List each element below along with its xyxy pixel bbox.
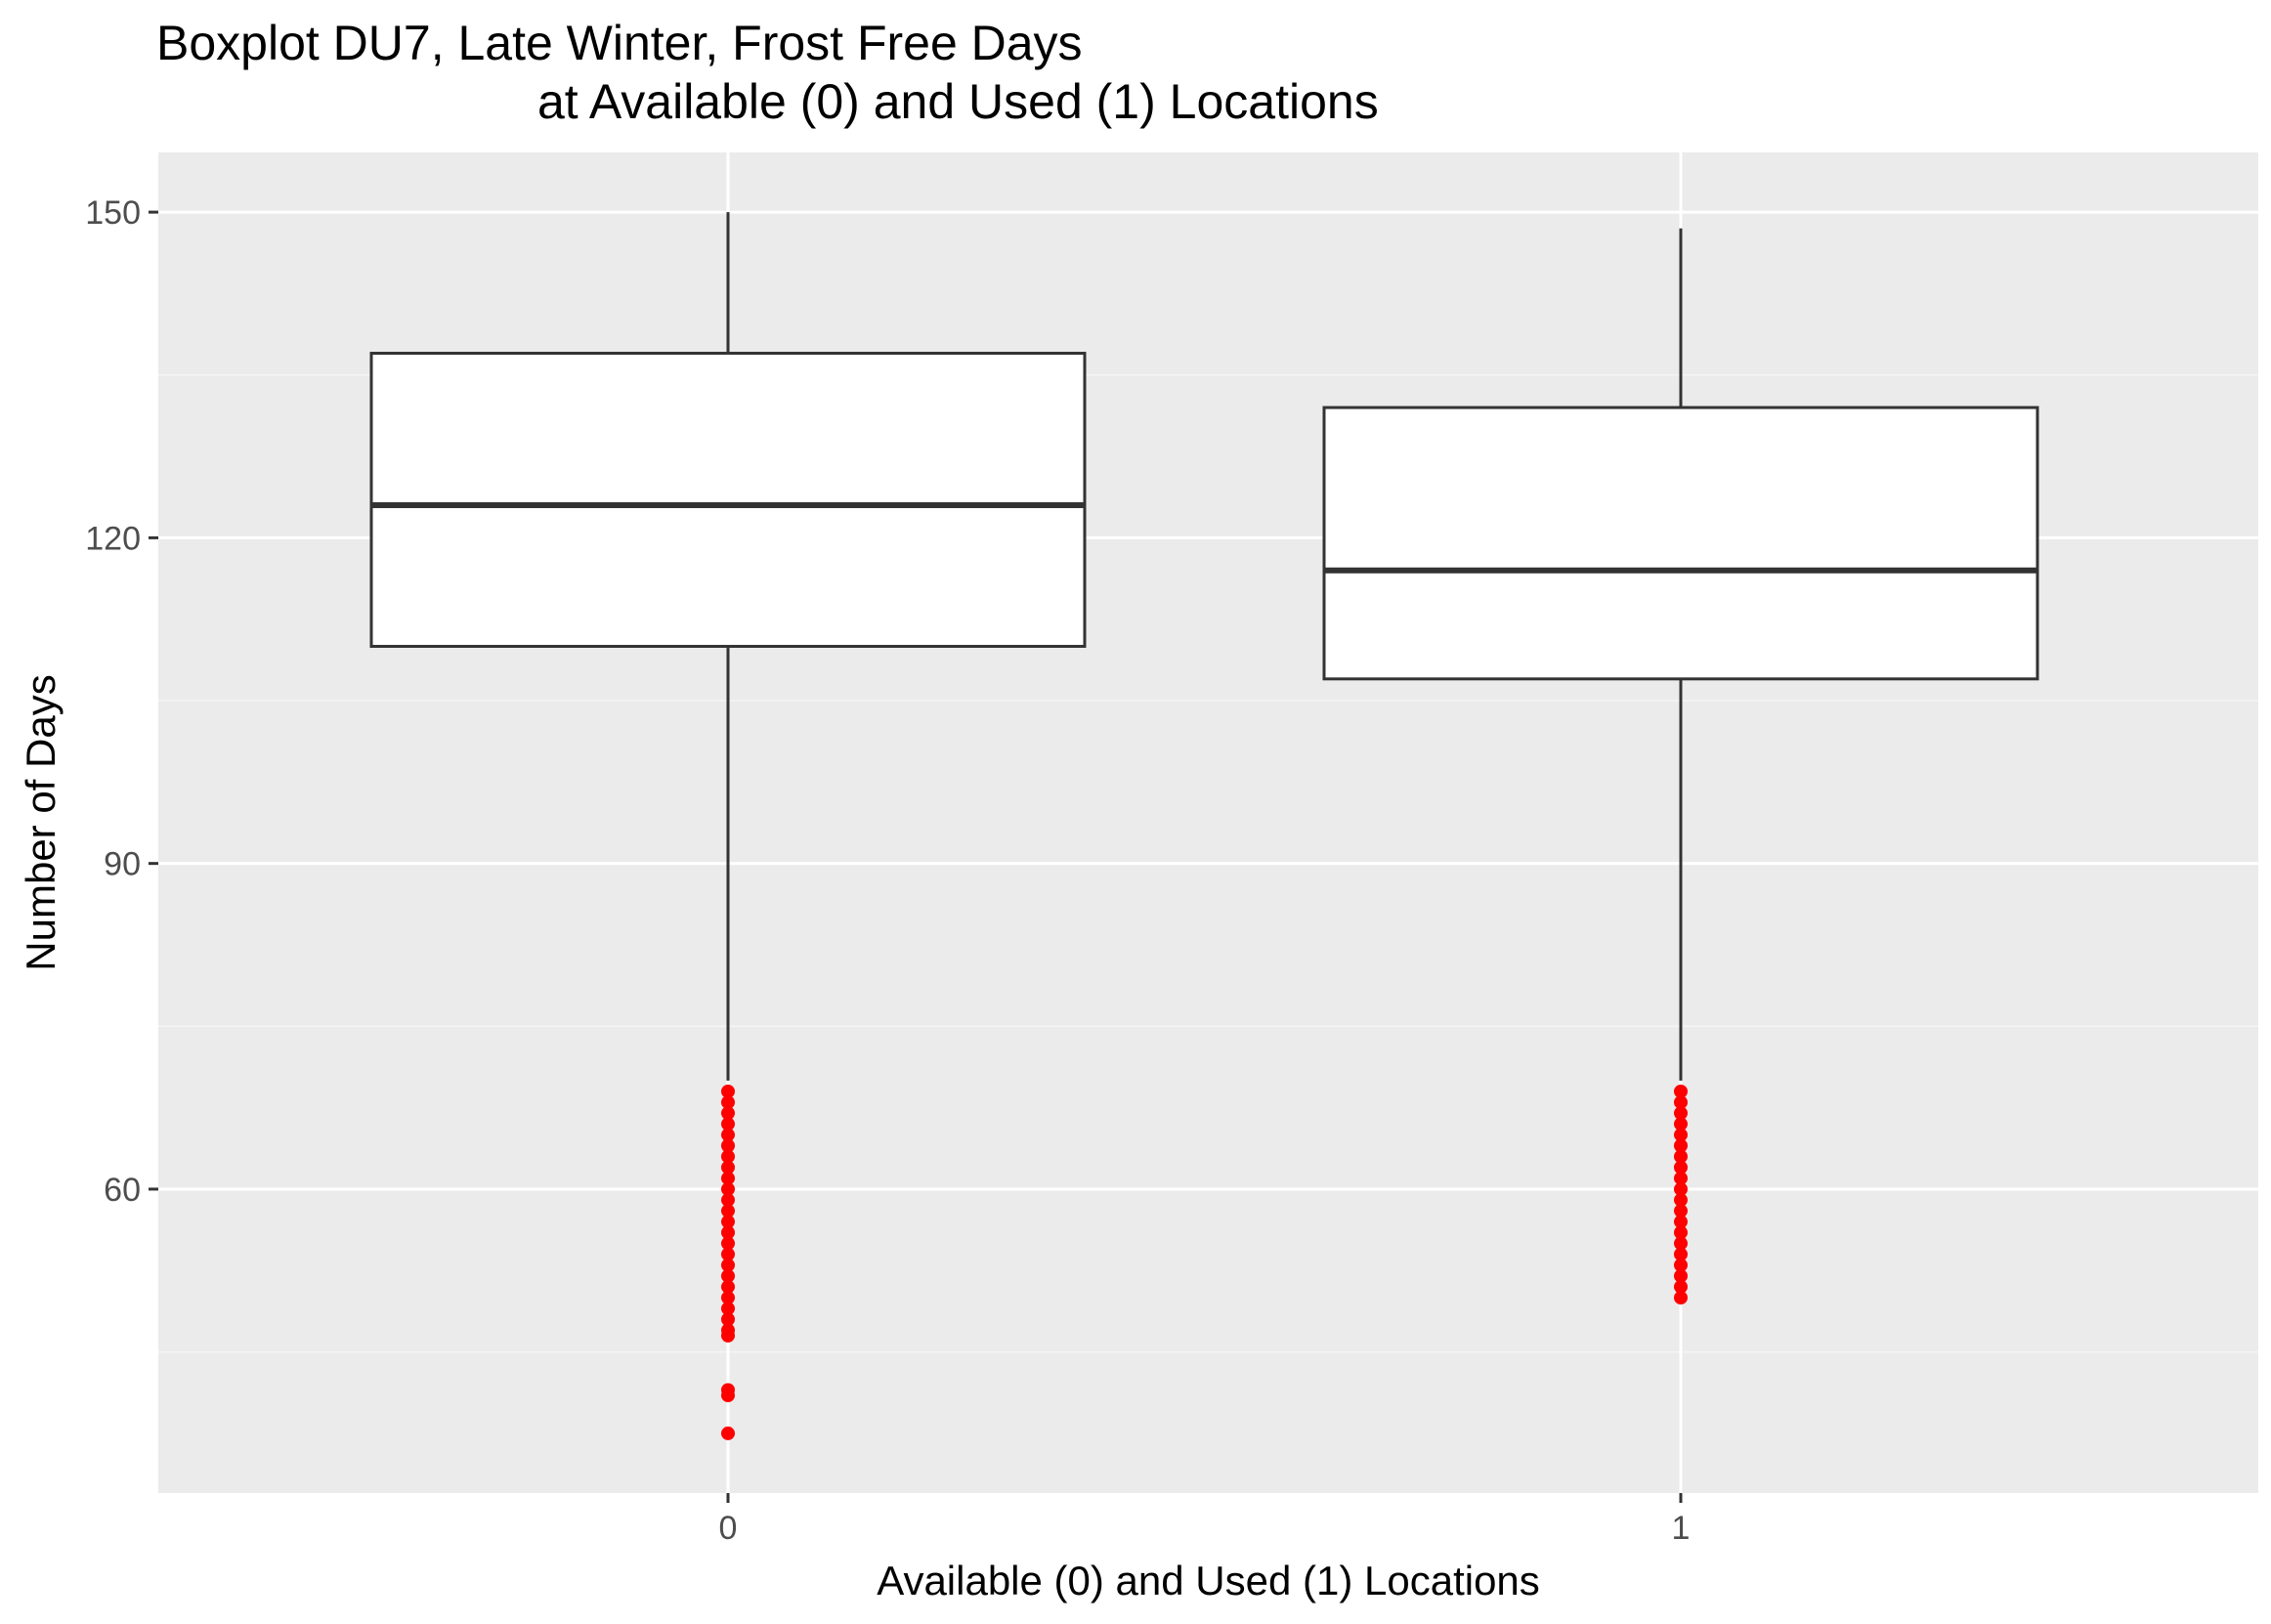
- outlier-point: [1674, 1279, 1688, 1294]
- box-series: [369, 212, 2039, 1440]
- outlier-point: [1674, 1138, 1688, 1153]
- outlier-point: [1674, 1106, 1688, 1121]
- iqr-box: [1322, 406, 2039, 681]
- iqr-box: [369, 352, 1087, 648]
- y-tick-label: 90: [104, 846, 141, 883]
- chart-title-line-2: at Available (0) and Used (1) Locations: [537, 74, 1379, 129]
- outlier-point: [721, 1302, 735, 1316]
- outlier-point: [1674, 1193, 1688, 1208]
- outlier-point: [721, 1389, 735, 1403]
- outlier-point: [721, 1117, 735, 1132]
- outlier-point: [721, 1258, 735, 1272]
- x-tick-label: 1: [1672, 1510, 1691, 1547]
- outlier-point: [721, 1312, 735, 1327]
- outlier-point: [1674, 1291, 1688, 1305]
- outlier-point: [1674, 1160, 1688, 1175]
- outlier-point: [721, 1128, 735, 1142]
- outlier-point: [1674, 1268, 1688, 1283]
- outlier-point: [1674, 1225, 1688, 1240]
- y-axis-title: Number of Days: [18, 674, 64, 970]
- outlier-point: [721, 1204, 735, 1218]
- outlier-point: [1674, 1149, 1688, 1164]
- y-tick-label: 60: [104, 1172, 141, 1209]
- outlier-point: [721, 1291, 735, 1305]
- outlier-point: [721, 1095, 735, 1110]
- box-1: [1322, 228, 2039, 1305]
- x-tick-label: 0: [719, 1510, 738, 1547]
- outlier-point: [721, 1268, 735, 1283]
- outlier-point: [721, 1328, 735, 1343]
- outlier-point: [1674, 1117, 1688, 1132]
- outlier-point: [1674, 1247, 1688, 1261]
- outlier-point: [721, 1106, 735, 1121]
- outlier-point: [1674, 1204, 1688, 1218]
- outlier-point: [721, 1279, 735, 1294]
- y-tick-label: 120: [85, 520, 141, 557]
- outlier-point: [721, 1084, 735, 1098]
- outlier-point: [721, 1171, 735, 1185]
- outlier-point: [1674, 1215, 1688, 1229]
- outlier-point: [721, 1149, 735, 1164]
- outlier-point: [721, 1215, 735, 1229]
- outlier-point: [721, 1160, 735, 1175]
- outlier-point: [1674, 1171, 1688, 1185]
- outlier-point: [721, 1181, 735, 1196]
- outlier-point: [1674, 1084, 1688, 1098]
- chart-title-line-1: Boxplot DU7, Late Winter, Frost Free Day…: [156, 16, 1083, 70]
- y-axis: 60 90 120 150: [85, 194, 158, 1209]
- outlier-point: [721, 1247, 735, 1261]
- y-tick-label: 150: [85, 194, 141, 232]
- outlier-point: [721, 1426, 735, 1440]
- outlier-point: [1674, 1095, 1688, 1110]
- outlier-point: [721, 1236, 735, 1251]
- outlier-point: [721, 1138, 735, 1153]
- outlier-point: [1674, 1258, 1688, 1272]
- outlier-point: [1674, 1236, 1688, 1251]
- outlier-point: [721, 1193, 735, 1208]
- x-axis-title: Available (0) and Used (1) Locations: [877, 1558, 1540, 1603]
- box-0: [369, 212, 1087, 1440]
- outlier-point: [1674, 1181, 1688, 1196]
- outlier-point: [1674, 1128, 1688, 1142]
- chart-title: Boxplot DU7, Late Winter, Frost Free Day…: [156, 14, 1379, 131]
- outlier-point: [721, 1225, 735, 1240]
